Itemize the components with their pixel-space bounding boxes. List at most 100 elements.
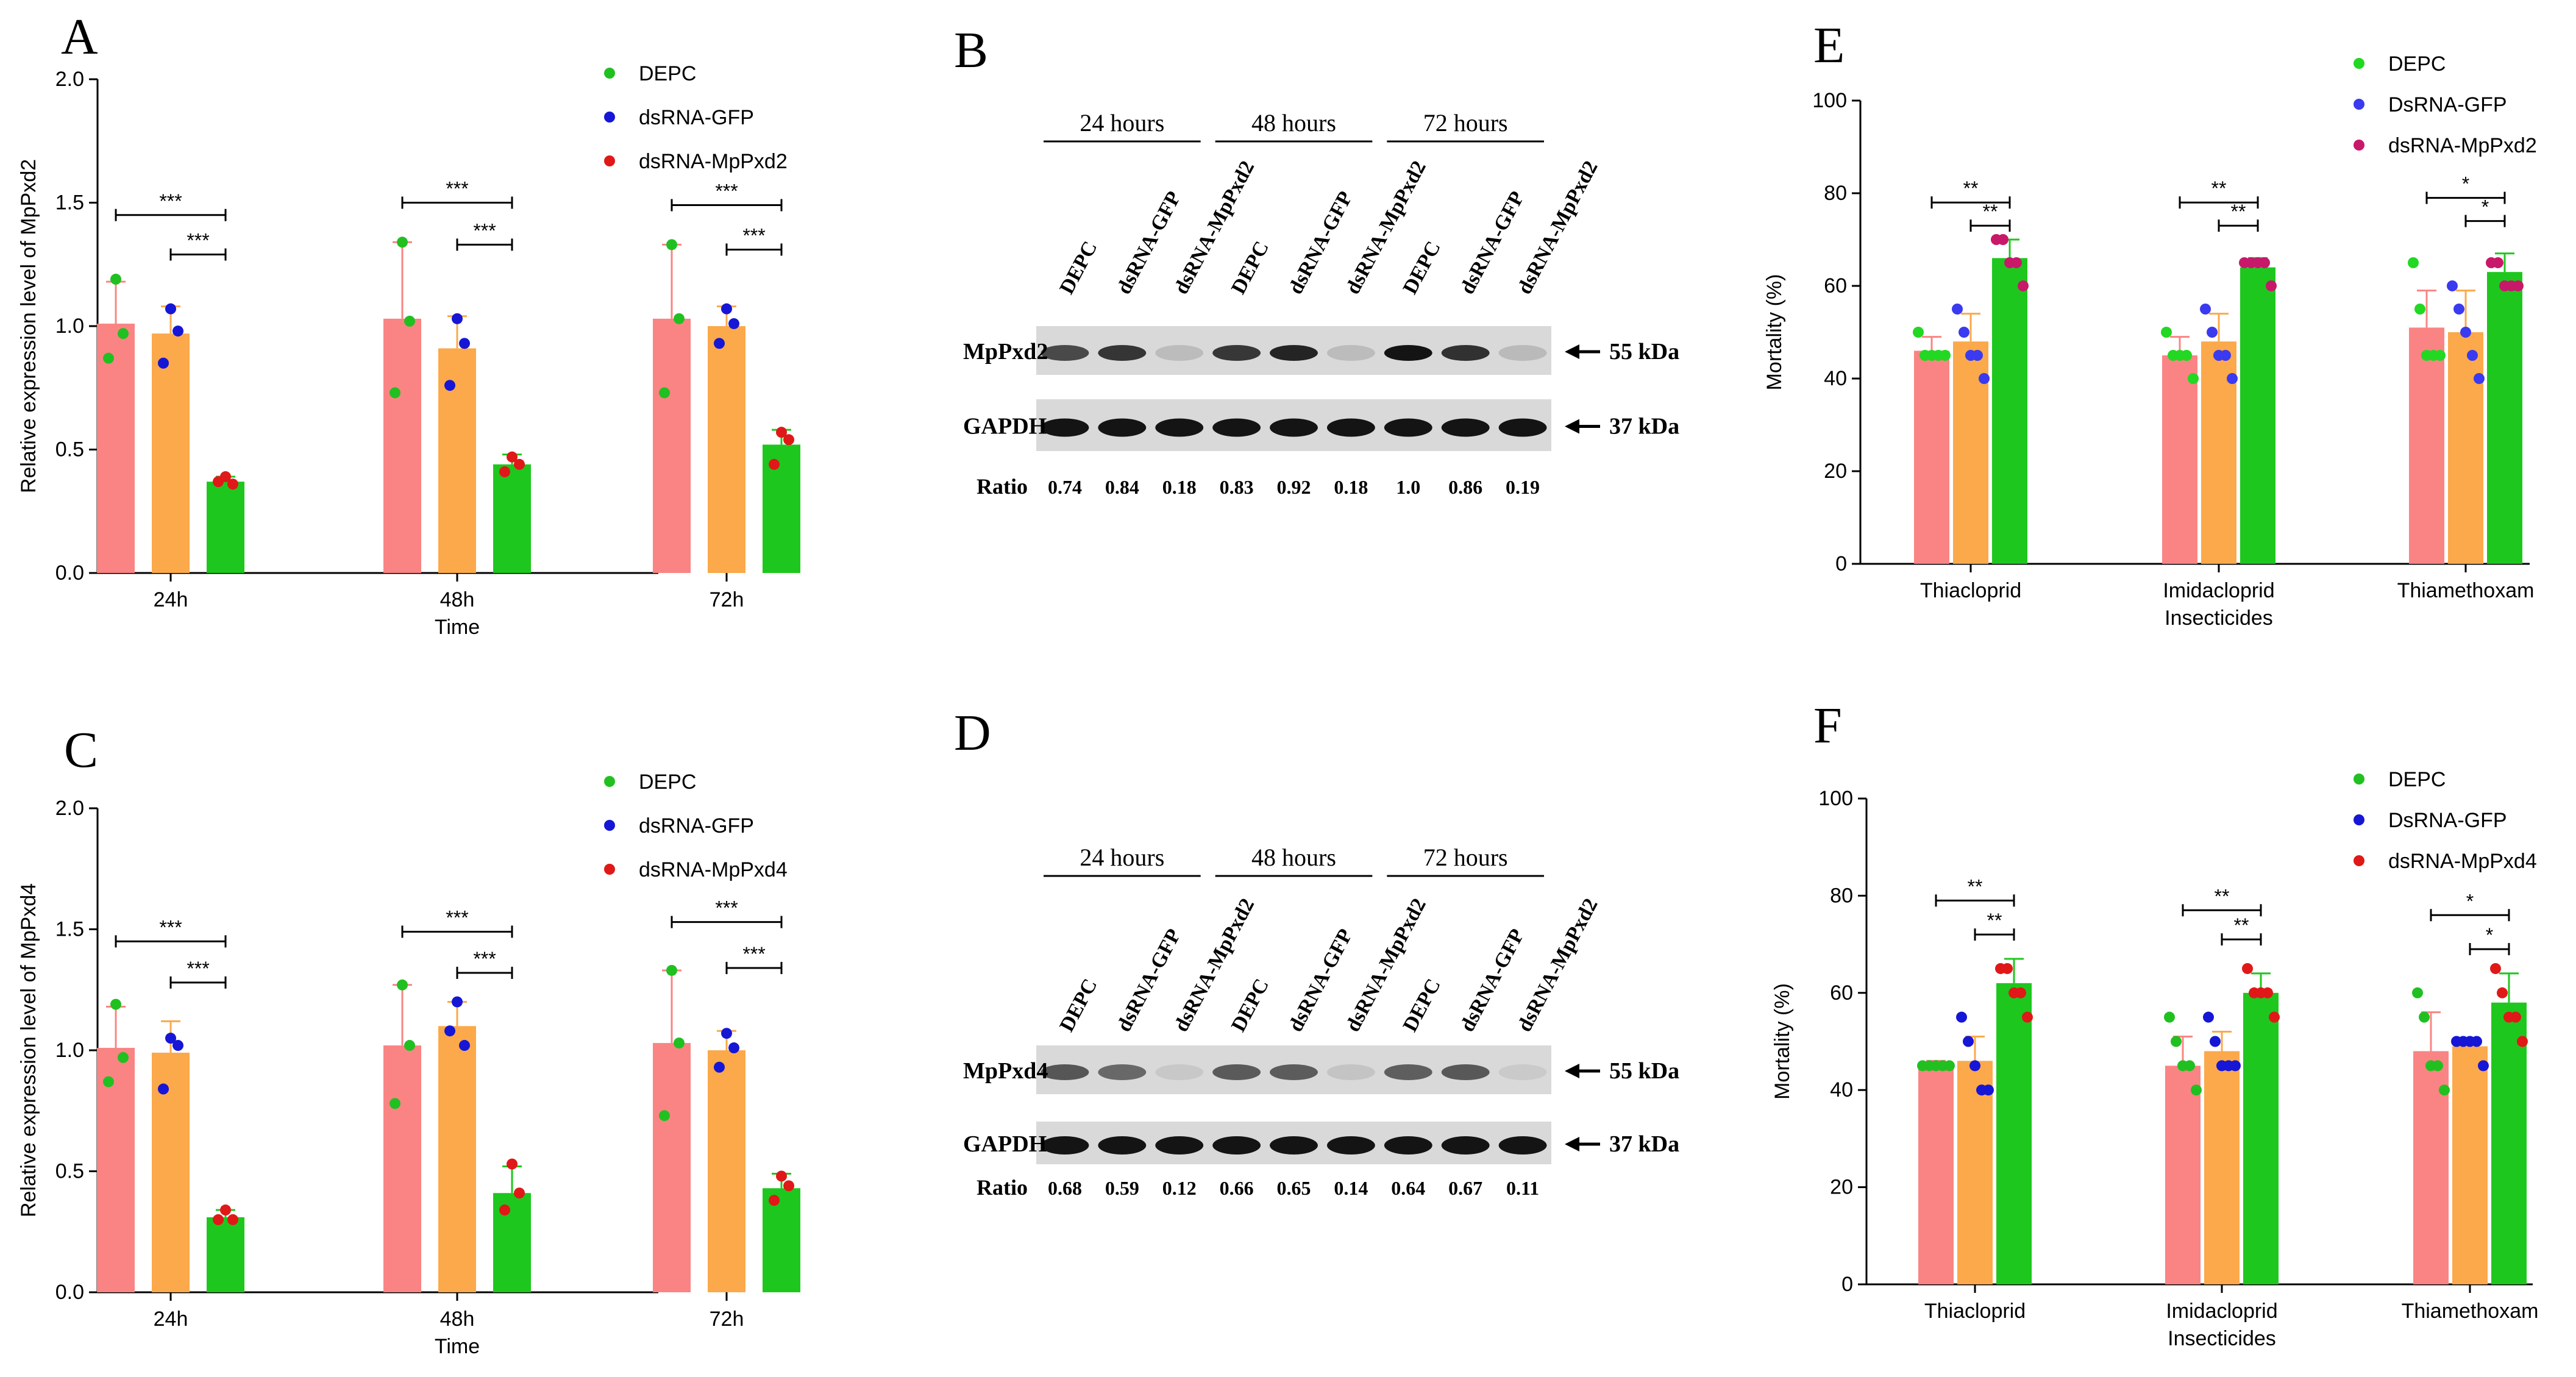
data-point — [499, 466, 510, 477]
significance-label: *** — [715, 180, 738, 202]
data-point — [118, 328, 129, 340]
y-tick-label: 20 — [1824, 460, 1847, 483]
data-point — [2161, 327, 2172, 338]
data-point — [674, 1037, 685, 1049]
data-point — [2191, 1084, 2202, 1096]
blot-band — [1041, 1064, 1089, 1080]
legend-label: dsRNA-MpPxd4 — [639, 858, 788, 881]
blot-ratio-value: 0.83 — [1220, 476, 1254, 498]
data-point — [2230, 1060, 2241, 1072]
y-tick-label: 1.5 — [55, 191, 84, 215]
y-tick-label: 2.0 — [55, 68, 84, 91]
x-tick-label: 24h — [154, 1308, 188, 1331]
legend-label: DEPC — [639, 62, 696, 85]
data-point — [2453, 304, 2464, 315]
legend-label: DEPC — [639, 770, 696, 794]
x-tick-label: Thiamethoxam — [2397, 579, 2535, 602]
data-point — [674, 313, 685, 324]
data-point — [452, 996, 463, 1008]
significance-label: * — [2486, 924, 2493, 946]
blot-ratio-value: 0.67 — [1448, 1177, 1482, 1199]
panel-letter-e: E — [1813, 17, 1845, 74]
blot-band — [1155, 1064, 1204, 1080]
y-tick-label: 1.0 — [55, 315, 84, 338]
significance-label: * — [2466, 890, 2474, 912]
legend-marker — [604, 155, 615, 166]
data-point — [227, 1214, 238, 1225]
blot-band — [1098, 345, 1147, 361]
data-point — [2207, 327, 2218, 338]
blot-ratio-value: 0.18 — [1334, 476, 1368, 498]
blot-band — [1098, 418, 1147, 437]
data-point — [2002, 962, 2013, 974]
legend-marker — [2354, 774, 2364, 785]
x-tick-label: Thiamethoxam — [2402, 1300, 2539, 1323]
blot-band — [1041, 418, 1089, 437]
blot-hours-label: 24 hours — [1080, 844, 1164, 871]
blot-band — [1270, 345, 1318, 361]
data-point — [721, 303, 732, 315]
panel-letter-f: F — [1813, 697, 1842, 754]
blot-band — [1326, 1064, 1375, 1080]
bar-e-s2-g0 — [1992, 258, 2027, 564]
chart-panel-f: 0 20 40 60 80 100 Mortality (%) Thiacloprid Imid… — [1771, 768, 2538, 1350]
x-tick-label: 72h — [710, 588, 744, 611]
blot-band — [1441, 345, 1490, 361]
bar-e-s0-g2 — [2409, 327, 2444, 564]
data-point — [2184, 1060, 2195, 1072]
data-point — [666, 239, 677, 251]
significance-label: *** — [742, 224, 765, 246]
bar-c-s2-g1 — [493, 1193, 531, 1292]
data-point — [2220, 350, 2231, 361]
bar-f-s2-g0 — [1996, 983, 2032, 1284]
significance-label: *** — [473, 948, 496, 970]
y-tick-label: 0 — [1841, 1273, 1853, 1296]
data-point — [2259, 257, 2270, 268]
y-axis-title: Mortality (%) — [1771, 983, 1794, 1100]
blot-arrow-head — [1565, 1064, 1579, 1078]
bar-a-s1-g1 — [438, 348, 476, 573]
data-point — [783, 434, 794, 446]
blot-band — [1098, 1064, 1147, 1080]
y-axis-title: Relative expression level of MpPxd2 — [17, 159, 40, 493]
significance-label: ** — [2234, 914, 2249, 936]
y-tick-label: 0.0 — [55, 1281, 84, 1304]
legend-marker — [2354, 855, 2364, 866]
blot-row-label: GAPDH — [963, 414, 1047, 439]
blot-band — [1270, 418, 1318, 437]
data-point — [2227, 373, 2238, 384]
y-tick-label: 0.0 — [55, 561, 84, 585]
blot-ratio-value: 0.12 — [1162, 1177, 1197, 1199]
data-point — [2015, 987, 2026, 998]
data-point — [2408, 257, 2419, 268]
blot-band — [1498, 1064, 1547, 1080]
bar-e-s2-g2 — [2487, 272, 2522, 564]
y-tick-label: 60 — [1830, 981, 1853, 1005]
data-point — [2171, 1036, 2182, 1047]
y-axis-title: Mortality (%) — [1763, 274, 1786, 391]
bar-a-s1-g2 — [708, 326, 745, 573]
data-point — [1940, 350, 1951, 361]
chart-panel-c: 0.0 0.5 1.0 1.5 2.0 Relative expression level… — [17, 770, 800, 1358]
data-point — [173, 326, 183, 337]
data-point — [783, 1180, 794, 1192]
blot-ratio-value: 0.14 — [1334, 1177, 1368, 1199]
bar-c-s1-g1 — [438, 1026, 476, 1292]
data-point — [2439, 1084, 2450, 1096]
legend-marker — [604, 820, 615, 831]
data-point — [2467, 350, 2478, 361]
bar-a-s0-g1 — [383, 318, 421, 573]
blot-band — [1270, 1064, 1318, 1080]
data-point — [2510, 1011, 2521, 1023]
data-point — [404, 315, 415, 327]
data-point — [769, 458, 780, 470]
blot-band — [1384, 345, 1432, 361]
blot-band — [1498, 345, 1547, 361]
data-point — [514, 1187, 525, 1199]
y-tick-label: 0 — [1835, 552, 1847, 575]
blot-kda-label: 37 kDa — [1609, 414, 1679, 439]
data-point — [2269, 1011, 2280, 1023]
panel-letter-c: C — [64, 722, 98, 778]
legend-label: DsRNA-GFP — [2388, 809, 2507, 832]
data-point — [452, 313, 463, 324]
